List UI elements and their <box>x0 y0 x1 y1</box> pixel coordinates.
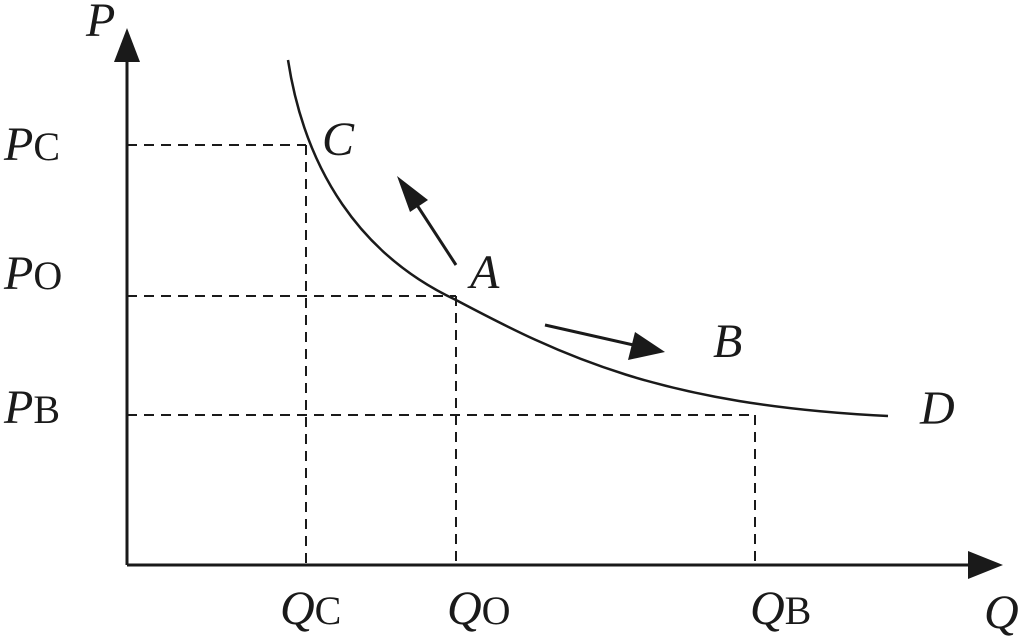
price-label-pc: PC <box>3 118 60 171</box>
demand-curve <box>286 59 889 418</box>
quantity-label-qc: QC <box>280 582 341 635</box>
quantity-label-qb: QB <box>750 582 811 635</box>
dashed-guides <box>127 144 756 565</box>
arrow-toward-c-head <box>397 176 428 212</box>
quantity-label-qo: QO <box>447 582 511 635</box>
point-label-c: C <box>322 113 355 166</box>
point-label-a: A <box>467 246 500 299</box>
point-label-d: D <box>919 382 955 435</box>
x-axis-label: Q <box>984 586 1019 637</box>
x-axis-arrowhead <box>968 551 1003 579</box>
y-axis-arrowhead <box>114 28 140 62</box>
arrow-toward-b-shaft <box>544 323 639 348</box>
arrow-toward-c-shaft <box>413 201 458 266</box>
price-label-pb: PB <box>3 381 60 434</box>
arrow-toward-b-head <box>628 332 665 360</box>
price-label-po: PO <box>3 247 62 300</box>
y-axis-label: P <box>85 0 115 47</box>
point-label-b: B <box>713 315 742 368</box>
